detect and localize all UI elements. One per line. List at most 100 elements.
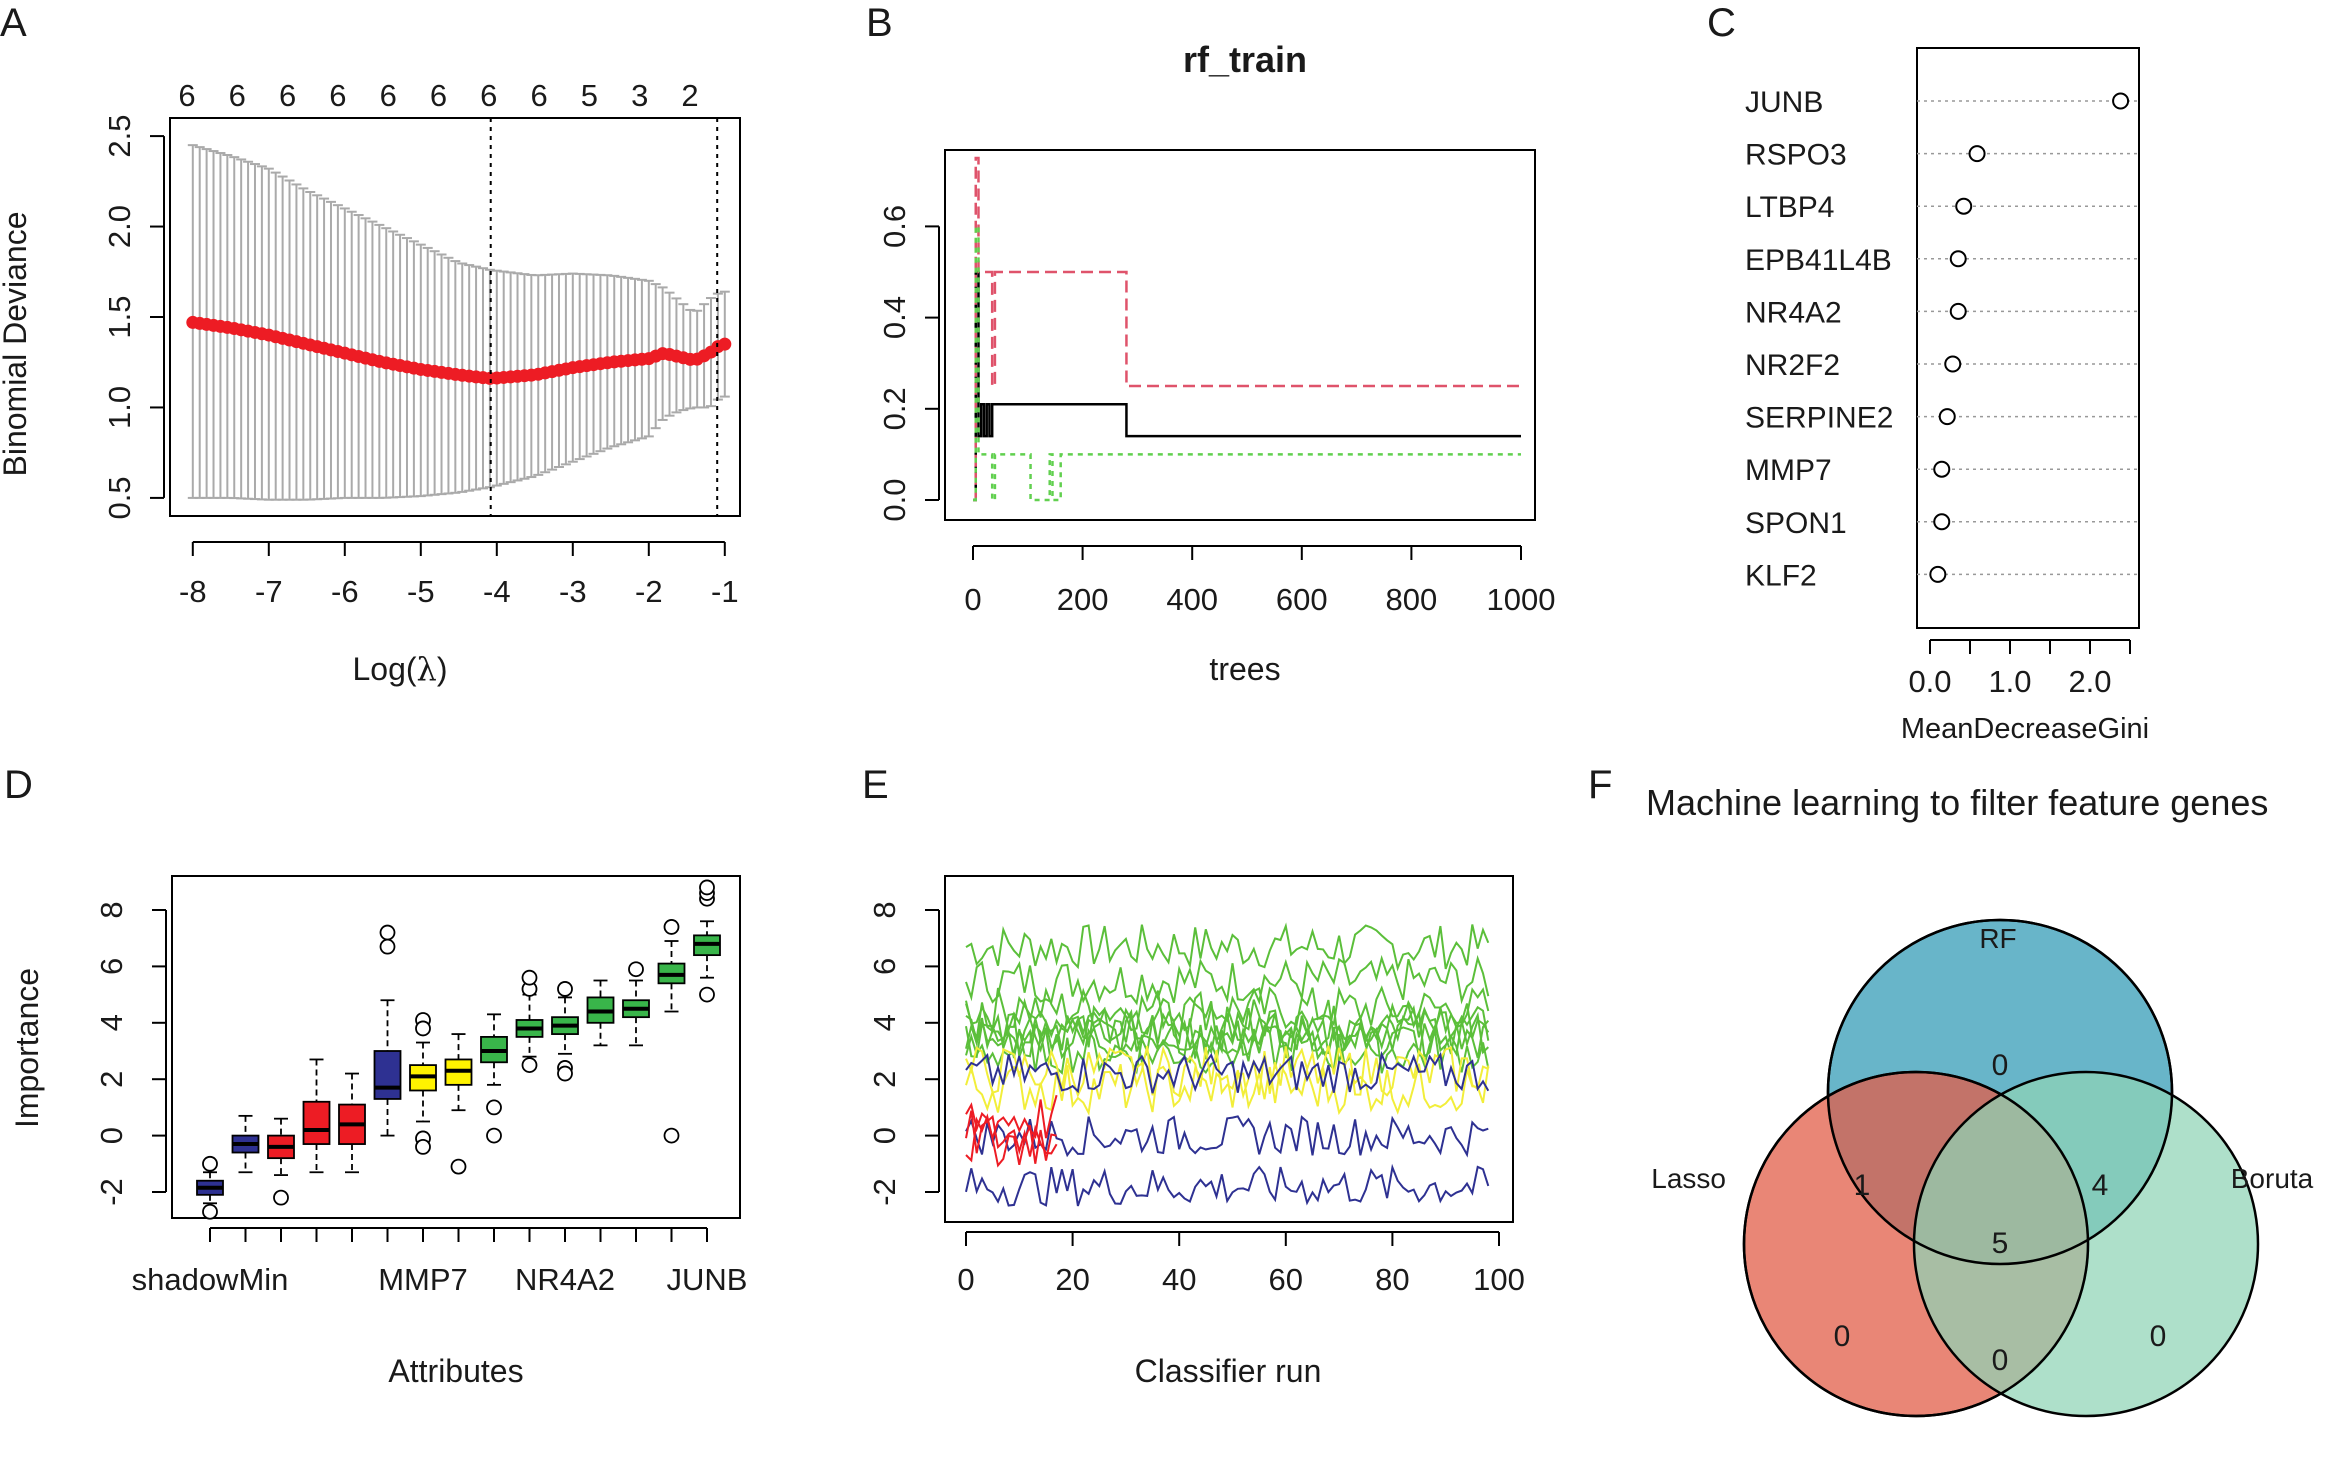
outlier (699, 986, 715, 1003)
history-line (965, 1094, 1058, 1142)
panel-label-f: F (1588, 763, 1612, 807)
outlier (521, 1057, 538, 1073)
x-tick-label: 800 (1386, 582, 1438, 617)
box (373, 1050, 402, 1100)
x-axis-label: Classifier run (1135, 1353, 1322, 1389)
top-count-label: 3 (631, 78, 648, 113)
panel-label-d: D (4, 763, 33, 807)
series-line (973, 270, 1521, 502)
outlier (486, 1099, 502, 1116)
y-tick-label: 0 (94, 1127, 129, 1144)
count-all: 5 (1992, 1227, 2009, 1260)
y-tick-label: 4 (94, 1014, 129, 1031)
x-tick-label: 1000 (1487, 582, 1556, 617)
x-tick-label: -6 (331, 574, 359, 609)
venn-circle-boruta (1912, 1070, 2260, 1418)
x-tick-label: 2.0 (2068, 664, 2111, 699)
x-tick-label: 600 (1276, 582, 1328, 617)
x-axis-label: Log(λ) (353, 650, 448, 688)
deviance-points (186, 315, 732, 385)
chart-title: rf_train (1183, 39, 1307, 80)
y-axis: -2 0 2 4 6 8 (867, 901, 940, 1206)
y-tick-label: 0.2 (877, 387, 912, 430)
top-count-label: 6 (530, 78, 547, 113)
x-tick-label: -5 (407, 574, 435, 609)
y-tick-label: -2 (94, 1178, 129, 1206)
series-line (973, 156, 1521, 502)
y-tick-label: 2 (867, 1071, 902, 1088)
top-count-label: 2 (681, 78, 698, 113)
top-count-label: 5 (581, 78, 598, 113)
gini-point (1933, 460, 1951, 478)
count-lasso-only: 0 (1834, 1320, 1851, 1353)
x-tick-label: 60 (1269, 1262, 1303, 1297)
gini-point (1938, 408, 1956, 426)
panel-f-venn: Machine learning to filter feature genes… (1646, 782, 2314, 1418)
y-tick-label: 0.5 (102, 476, 137, 519)
gene-label: KLF2 (1745, 559, 1817, 592)
x-axis-label: Attributes (388, 1353, 523, 1389)
x-tick-label: -8 (179, 574, 207, 609)
outlier (663, 919, 680, 935)
x-axis: 0.0 1.0 2.0 (1908, 639, 2131, 699)
x-tick-label: shadowMin (132, 1262, 289, 1297)
set-label-boruta: Boruta (2231, 1163, 2314, 1194)
history-line (965, 922, 1490, 972)
venn-title: Machine learning to filter feature genes (1646, 782, 2268, 823)
count-boruta-only: 0 (2150, 1320, 2167, 1353)
gene-label: MMP7 (1745, 454, 1832, 487)
gene-label: SERPINE2 (1745, 402, 1893, 435)
panel-label-c: C (1707, 1, 1736, 45)
gini-point (1944, 355, 1962, 373)
x-label-prefix: Log( (353, 651, 417, 687)
count-lasso-boruta: 0 (1992, 1344, 2009, 1377)
outlier (450, 1158, 467, 1175)
panel-e-boruta-history: 0 20 40 60 80 100 -2 0 2 4 6 8 Classifier run (867, 875, 1525, 1389)
history-line (965, 1163, 1490, 1207)
history-line (965, 1045, 1489, 1100)
x-tick-label: 0 (957, 1262, 974, 1297)
x-tick-label: 0 (964, 582, 981, 617)
outlier (415, 1138, 431, 1155)
panel-label-e: E (862, 763, 889, 807)
x-tick-label: -4 (483, 574, 511, 609)
history-line (965, 1115, 1489, 1158)
plot-frame (1916, 47, 2140, 629)
top-count-label: 6 (380, 78, 397, 113)
x-axis-label: trees (1209, 651, 1280, 687)
plot-frame (169, 117, 741, 517)
count-rf-boruta: 4 (2092, 1169, 2109, 1202)
y-tick-label: 6 (94, 958, 129, 975)
y-tick-label: 2.5 (102, 115, 137, 158)
gini-point (1949, 302, 1967, 320)
y-axis-label: Importance (9, 968, 45, 1128)
gene-label: LTBP4 (1745, 191, 1835, 224)
gini-point (1968, 145, 1986, 163)
panel-d-boruta-importance: shadowMin MMP7 NR4A2 JUNB -2 0 2 4 6 8 Attribute… (9, 875, 747, 1389)
x-tick-label: 1.0 (1988, 664, 2031, 699)
history-line (965, 1015, 1490, 1066)
error-bars (187, 144, 730, 501)
gene-label: SPON1 (1745, 507, 1847, 540)
y-tick-label: 4 (867, 1014, 902, 1031)
x-tick-label: 20 (1055, 1262, 1089, 1297)
panel-label-a: A (0, 1, 27, 45)
y-tick-label: 0 (867, 1127, 902, 1144)
deviance-point (718, 337, 732, 351)
x-axis-label: MeanDecreaseGini (1901, 713, 2149, 745)
x-axis: 0 20 40 60 80 100 (957, 1231, 1525, 1297)
y-axis: -2 0 2 4 6 8 (94, 901, 167, 1206)
y-tick-label: 2 (94, 1071, 129, 1088)
y-tick-label: 1.5 (102, 295, 137, 338)
gene-label: NR2F2 (1745, 349, 1840, 382)
box (302, 1100, 331, 1145)
history-line (965, 1113, 1057, 1168)
x-tick-label: NR4A2 (515, 1262, 615, 1297)
outlier (202, 1203, 218, 1220)
y-tick-label: 8 (867, 901, 902, 918)
top-count-label: 6 (329, 78, 346, 113)
y-tick-label: 8 (94, 901, 129, 918)
lambda-symbol: λ (417, 650, 437, 688)
